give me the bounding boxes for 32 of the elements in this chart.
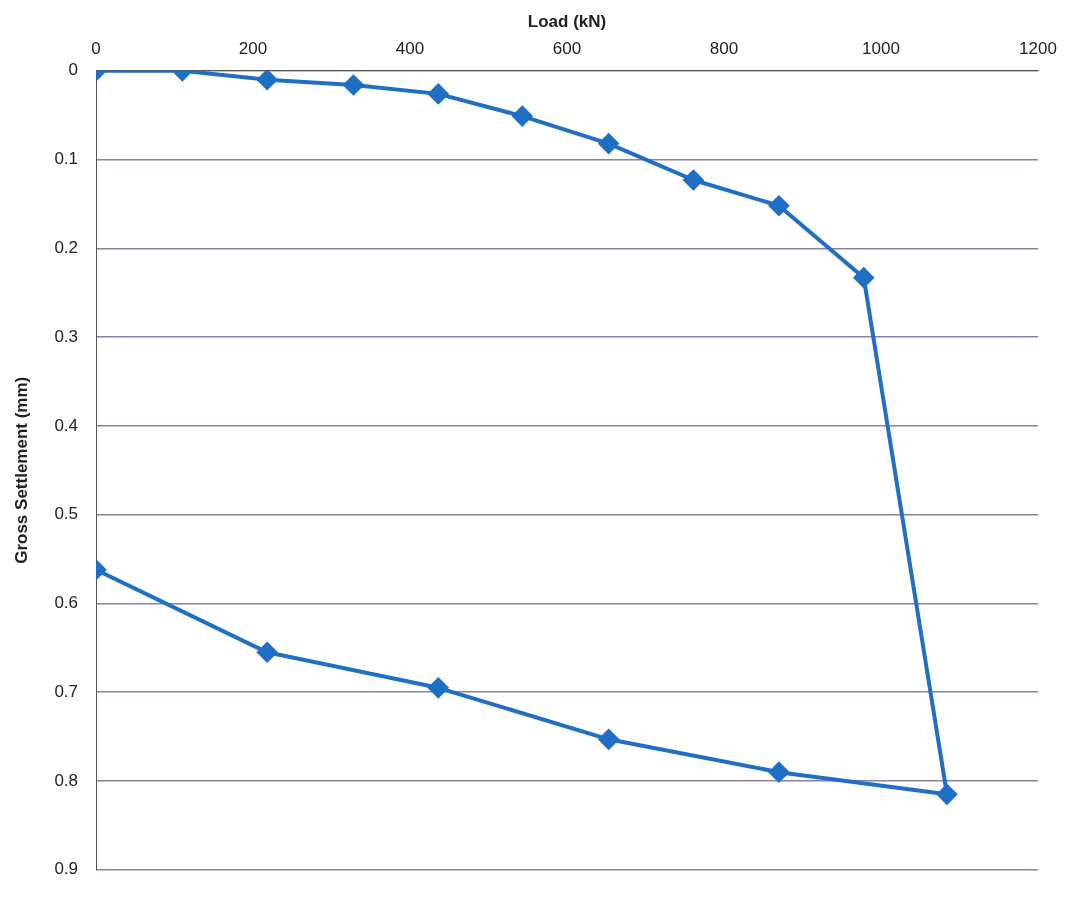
x-tick-label: 1200 bbox=[1019, 39, 1057, 59]
point bbox=[343, 75, 364, 95]
point bbox=[768, 762, 789, 783]
point bbox=[598, 729, 619, 750]
y-tick-label: 0.5 bbox=[54, 504, 79, 524]
y-axis-title: Gross Settlement (mm) bbox=[11, 376, 31, 564]
y-tick-label: 0 bbox=[68, 60, 79, 80]
point bbox=[257, 642, 278, 663]
y-tick-label: 0.2 bbox=[54, 238, 79, 258]
point bbox=[936, 784, 957, 805]
x-tick-label: 0 bbox=[91, 39, 101, 59]
x-tick-label: 200 bbox=[238, 39, 268, 59]
point bbox=[257, 70, 278, 90]
y-tick-label: 0.6 bbox=[54, 593, 79, 613]
point bbox=[428, 677, 449, 698]
x-tick-label: 800 bbox=[709, 39, 739, 59]
point bbox=[598, 133, 619, 154]
y-tick-label: 0.9 bbox=[54, 859, 79, 879]
point bbox=[768, 195, 789, 216]
y-tick-label: 0.3 bbox=[54, 326, 79, 346]
point bbox=[683, 170, 704, 190]
y-tick-label: 0.4 bbox=[54, 415, 79, 435]
x-tick-label: 600 bbox=[552, 39, 582, 59]
point bbox=[512, 106, 533, 127]
point bbox=[428, 83, 449, 104]
x-axis-title: Load (kN) bbox=[527, 11, 607, 31]
x-tick-label: 400 bbox=[395, 39, 425, 59]
point bbox=[853, 267, 874, 288]
x-tick-label: 1000 bbox=[862, 39, 900, 59]
y-tick-label: 0.1 bbox=[54, 149, 79, 169]
y-tick-label: 0.7 bbox=[54, 681, 79, 701]
y-tick-label: 0.8 bbox=[54, 770, 79, 790]
